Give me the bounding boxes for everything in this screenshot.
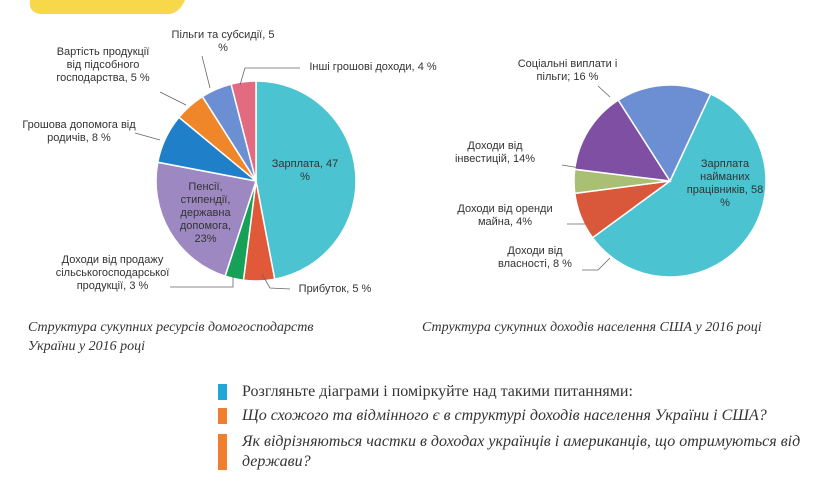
question: Що схожого та відмінного є в структурі д… [218, 406, 831, 426]
slice-label: Прибуток, 5 % [290, 283, 380, 296]
pie-slice [617, 84, 712, 183]
leader-line [261, 273, 291, 290]
slice-name: Грошова допомога від родичів, [22, 119, 136, 144]
slice-name: Прибуток, [298, 283, 350, 295]
leader-line [134, 132, 161, 141]
slice-name: Зарплата, [271, 158, 323, 170]
caption-text: Структура сукупних доходів населення США… [422, 320, 762, 335]
slice-value: 8 % [91, 132, 111, 144]
chart-caption: Структура сукупних доходів населення США… [422, 318, 822, 337]
slice-label: Доходи від інвестицій, 14% [440, 140, 550, 166]
pie-slice [155, 161, 257, 278]
slice-label: Інші грошові доходи, 4 % [308, 61, 438, 74]
slice-value: 3 % [129, 280, 149, 292]
slice-label: Пенсії, стипендії, державна допомога, 23… [168, 181, 243, 246]
slice-value: 5 % [352, 283, 372, 295]
slice-name: Пільги та субсидії, [171, 29, 266, 41]
slice-value: 5 % [130, 72, 150, 84]
slice-label: Вартість продукції від підсобного господ… [48, 46, 158, 85]
slice-label: Соціальні виплати і пільги; 16 % [515, 58, 620, 84]
leader-line [159, 91, 187, 106]
slice-name: Доходи від продажу сільськогосподарської… [55, 254, 170, 292]
slice-name: Соціальні виплати і пільги; [517, 58, 618, 83]
slice-value: 47 % [300, 158, 339, 183]
slice-label: Зарплата найманих працівників, 58 % [685, 158, 765, 210]
slice-name: Пенсії, стипендії, державна допомога, [179, 181, 232, 232]
question-text: Як відрізняються частки в доходах україн… [242, 433, 801, 470]
bullet [218, 434, 227, 470]
slice-name: Доходи від інвестицій, [454, 140, 523, 165]
leader-line [239, 67, 300, 86]
slice-label: Зарплата, 47 % [270, 158, 340, 184]
slice-name: Доходи від власності, [498, 245, 563, 270]
slice-value: 58 % [720, 184, 764, 209]
question-text: Що схожого та відмінного є в структурі д… [242, 407, 767, 424]
question-text: Розгляньте діаграми і поміркуйте над так… [242, 383, 633, 400]
slice-label: Грошова допомога від родичів, 8 % [20, 119, 138, 145]
pie-slice [255, 80, 357, 281]
slice-value: 23% [194, 233, 217, 245]
slice-label: Пільги та субсидії, 5 % [168, 29, 278, 55]
question: Розгляньте діаграми і поміркуйте над так… [218, 382, 831, 402]
leader-line [201, 55, 211, 89]
slice-name: Зарплата найманих працівників, [686, 158, 750, 196]
question: Як відрізняються частки в доходах україн… [218, 432, 831, 472]
slice-value: 4% [516, 216, 533, 228]
banner [29, 0, 185, 14]
leader-line [170, 276, 234, 288]
caption-text: Структура сукупних ресурсів домогосподар… [28, 320, 314, 354]
chart-caption: Структура сукупних ресурсів домогосподар… [28, 318, 358, 356]
slice-value: 14% [513, 153, 536, 165]
slice-value: 16 % [573, 71, 599, 83]
slice-value: 8 % [552, 258, 572, 270]
pie-slice [230, 80, 257, 182]
slice-label: Доходи від власності, 8 % [490, 245, 580, 271]
pie-slice [591, 92, 767, 278]
slice-label: Доходи від продажу сільськогосподарської… [55, 254, 170, 293]
slice-value: 5 % [218, 29, 275, 54]
leader-line [582, 257, 611, 271]
leader-line [597, 85, 611, 98]
bullet [218, 384, 227, 400]
leader-line [561, 164, 581, 169]
slice-value: 4 % [417, 61, 437, 73]
pie-slice [573, 99, 672, 182]
slice-name: Інші грошові доходи, [309, 61, 415, 73]
slice-label: Доходи від оренди майна, 4% [450, 203, 560, 229]
slice-name: Доходи від оренди майна, [457, 203, 553, 228]
slice-name: Вартість продукції від підсобного господ… [56, 46, 150, 84]
bullet [218, 408, 227, 424]
